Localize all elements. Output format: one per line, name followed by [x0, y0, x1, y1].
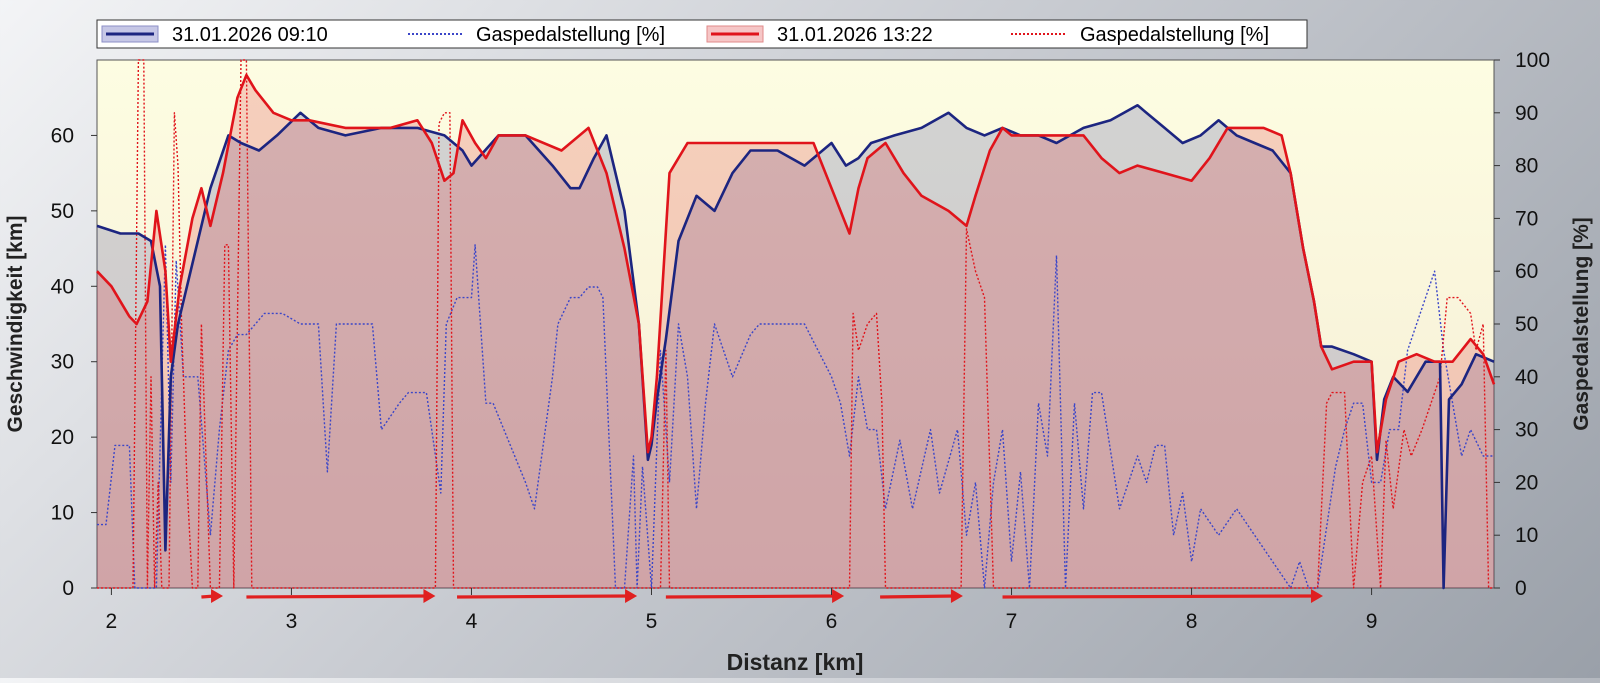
y2-tick-label: 90 — [1515, 102, 1538, 125]
y2-tick-label: 100 — [1515, 49, 1550, 72]
plot-area — [96, 59, 1495, 589]
direction-arrow-4 — [665, 589, 845, 603]
series-line-2 — [97, 244, 1494, 589]
series-line-4 — [97, 59, 1494, 589]
x-tick-label: 8 — [1186, 610, 1198, 633]
x-tick-label: 6 — [826, 610, 838, 633]
x-tick-label: 7 — [1006, 610, 1018, 633]
y2-tick-label: 0 — [1515, 577, 1527, 600]
legend-label: 31.01.2026 09:10 — [172, 24, 328, 46]
y-tick-label: 30 — [51, 351, 74, 374]
x-tick-label: 2 — [106, 610, 118, 633]
axis-layer: 2 3 4 5 6 7 8 901020304050600102030405060708090… — [51, 49, 1550, 633]
legend-label: Gaspedalstellung [%] — [1080, 24, 1269, 46]
x-tick-label: 4 — [466, 610, 478, 633]
direction-arrow-5 — [880, 589, 963, 603]
arrow-layer — [201, 589, 1323, 603]
y-tick-label: 10 — [51, 502, 74, 525]
y2-tick-label: 40 — [1515, 366, 1538, 389]
y-axis-title: Geschwindigkeit [km] — [4, 215, 27, 432]
x-tick-label: 9 — [1366, 610, 1378, 633]
x-axis-title: Distanz [km] — [727, 649, 864, 675]
x-tick-label: 3 — [286, 610, 298, 633]
y2-tick-label: 20 — [1515, 471, 1538, 494]
direction-arrow-3 — [457, 589, 638, 603]
direction-arrow-2 — [246, 589, 436, 603]
y2-tick-label: 50 — [1515, 313, 1538, 336]
series-area-3 — [97, 75, 1494, 589]
y2-tick-label: 10 — [1515, 524, 1538, 547]
y2-axis-title: Gaspedalstellung [%] — [1570, 217, 1593, 431]
legend-label: Gaspedalstellung [%] — [476, 24, 665, 46]
series-line-3 — [96, 73, 1496, 454]
legend: 31.01.2026 09:10 Gaspedalstellung [%] 31… — [96, 19, 1308, 49]
direction-arrow-1 — [201, 589, 224, 603]
y-tick-label: 50 — [51, 200, 74, 223]
series-area-1 — [97, 105, 1494, 589]
legend-box — [96, 19, 1308, 49]
y-tick-label: 40 — [51, 275, 74, 298]
y2-tick-label: 70 — [1515, 207, 1538, 230]
legend-item-series-3: 31.01.2026 13:22 — [706, 24, 933, 46]
legend-item-series-2: Gaspedalstellung [%] — [408, 24, 665, 46]
y-tick-label: 0 — [62, 577, 74, 600]
direction-arrow-6 — [1002, 589, 1323, 603]
legend-item-series-4: Gaspedalstellung [%] — [1011, 24, 1269, 46]
series-layer — [96, 59, 1496, 590]
x-tick-label: 5 — [646, 610, 658, 633]
legend-label: 31.01.2026 13:22 — [777, 24, 933, 46]
legend-item-series-1: 31.01.2026 09:10 — [101, 24, 328, 46]
y2-tick-label: 30 — [1515, 419, 1538, 442]
y2-tick-label: 80 — [1515, 155, 1538, 178]
y2-tick-label: 60 — [1515, 260, 1538, 283]
y-tick-label: 60 — [51, 124, 74, 147]
y-tick-label: 20 — [51, 426, 74, 449]
